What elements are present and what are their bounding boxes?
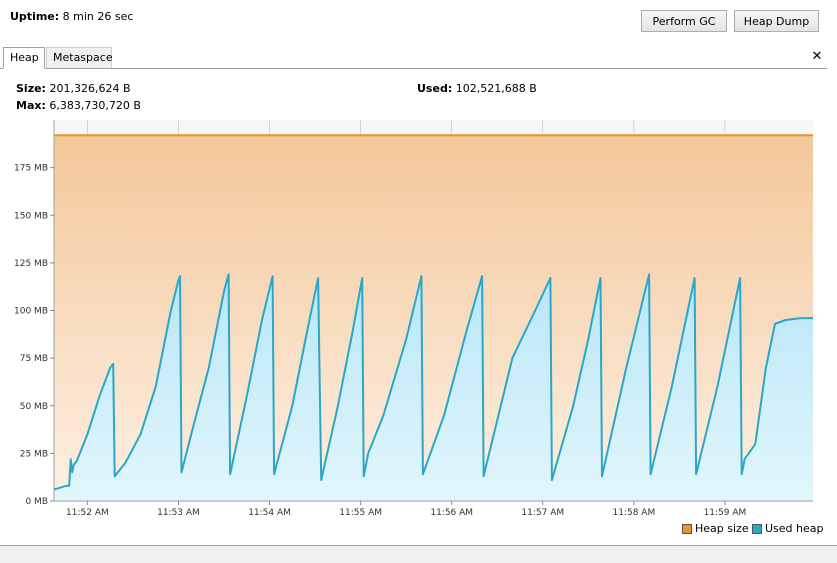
x-tick-label: 11:58 AM bbox=[613, 508, 656, 518]
max-label: Max: bbox=[16, 99, 46, 112]
max-value: 6,383,730,720 B bbox=[49, 99, 141, 112]
tab-heap[interactable]: Heap bbox=[3, 47, 45, 69]
tab-metaspace[interactable]: Metaspace bbox=[46, 47, 113, 68]
uptime: Uptime: 8 min 26 sec bbox=[10, 10, 133, 23]
perform-gc-button[interactable]: Perform GC bbox=[641, 10, 727, 32]
legend-heap-size-swatch bbox=[682, 523, 692, 534]
y-tick-label: 75 MB bbox=[20, 354, 48, 364]
legend-heap-size-label: Heap size bbox=[695, 522, 749, 535]
legend-heap-size: Heap size bbox=[682, 522, 749, 535]
y-tick-label: 125 MB bbox=[14, 259, 48, 269]
max-row: Max: 6,383,730,720 B bbox=[16, 97, 141, 114]
used-label: Used: bbox=[417, 82, 453, 95]
y-tick-label: 25 MB bbox=[20, 449, 48, 459]
legend-used-heap: Used heap bbox=[752, 522, 824, 535]
x-tick-label: 11:53 AM bbox=[157, 508, 200, 518]
heap-chart-svg: 0 MB 25 MB 50 MB 75 MB 100 MB 125 MB 150 MB 175… bbox=[14, 120, 813, 518]
size-row: Size: 201,326,624 B bbox=[16, 80, 141, 97]
legend-used-heap-swatch bbox=[752, 523, 762, 534]
used-stats: Used: 102,521,688 B bbox=[417, 80, 537, 97]
used-heap-area bbox=[54, 274, 813, 501]
x-tick-label: 11:59 AM bbox=[704, 508, 747, 518]
used-value: 102,521,688 B bbox=[455, 82, 537, 95]
close-icon[interactable]: ✕ bbox=[811, 49, 823, 64]
uptime-value: 8 min 26 sec bbox=[62, 10, 134, 23]
y-tick-label: 175 MB bbox=[14, 164, 48, 174]
heap-chart: 0 MB 25 MB 50 MB 75 MB 100 MB 125 MB 150 MB 175… bbox=[0, 118, 837, 538]
size-value: 201,326,624 B bbox=[49, 82, 131, 95]
y-tick-label: 0 MB bbox=[25, 497, 48, 507]
heap-stats: Size: 201,326,624 B Max: 6,383,730,720 B bbox=[16, 80, 141, 114]
bottom-divider bbox=[0, 545, 837, 546]
x-tick-label: 11:57 AM bbox=[521, 508, 564, 518]
y-tick-label: 50 MB bbox=[20, 402, 48, 412]
uptime-label: Uptime: bbox=[10, 10, 60, 23]
x-tick-label: 11:56 AM bbox=[430, 508, 473, 518]
y-tick-label: 150 MB bbox=[14, 211, 48, 221]
x-tick-label: 11:54 AM bbox=[248, 508, 291, 518]
size-label: Size: bbox=[16, 82, 46, 95]
legend-used-heap-label: Used heap bbox=[765, 522, 824, 535]
x-tick-label: 11:55 AM bbox=[339, 508, 382, 518]
heap-dump-button[interactable]: Heap Dump bbox=[734, 10, 819, 32]
toolbar: Uptime: 8 min 26 sec Perform GC Heap Dum… bbox=[0, 0, 837, 42]
y-tick-label: 100 MB bbox=[14, 307, 48, 317]
x-tick-label: 11:52 AM bbox=[66, 508, 109, 518]
status-area bbox=[0, 546, 837, 563]
used-heap-line bbox=[53, 273, 813, 491]
tab-strip: Heap Metaspace ✕ bbox=[0, 47, 827, 69]
